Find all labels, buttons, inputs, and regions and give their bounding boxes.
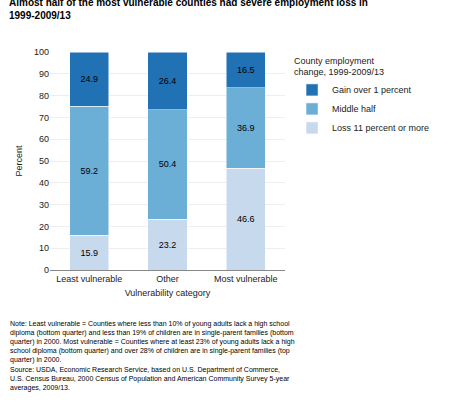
svg-text:50: 50 (39, 156, 49, 166)
svg-text:Percent: Percent (14, 145, 24, 177)
svg-text:100: 100 (34, 47, 49, 57)
svg-text:County employmentchange, 1999-: County employmentchange, 1999-2009/13 (294, 56, 384, 78)
svg-text:16.5: 16.5 (237, 65, 255, 75)
svg-text:60: 60 (39, 134, 49, 144)
svg-text:Almost half of the most vulner: Almost half of the most vulnerable count… (9, 0, 368, 21)
svg-text:Gain over 1 percent: Gain over 1 percent (332, 85, 412, 95)
svg-text:23.2: 23.2 (159, 240, 177, 250)
svg-text:Loss 11 percent or more: Loss 11 percent or more (332, 123, 429, 133)
svg-text:90: 90 (39, 69, 49, 79)
svg-text:50.4: 50.4 (159, 159, 177, 169)
svg-text:Other: Other (156, 274, 179, 284)
svg-text:Vulnerability category: Vulnerability category (125, 288, 211, 298)
svg-text:70: 70 (39, 113, 49, 123)
svg-text:40: 40 (39, 178, 49, 188)
svg-text:80: 80 (39, 91, 49, 101)
svg-text:Least vulnerable: Least vulnerable (56, 274, 122, 284)
svg-text:24.9: 24.9 (80, 74, 98, 84)
svg-text:20: 20 (39, 222, 49, 232)
svg-text:10: 10 (39, 243, 49, 253)
svg-text:Most vulnerable: Most vulnerable (214, 274, 278, 284)
svg-text:36.9: 36.9 (237, 123, 255, 133)
svg-text:46.6: 46.6 (237, 214, 255, 224)
svg-text:30: 30 (39, 200, 49, 210)
svg-text:15.9: 15.9 (80, 248, 98, 258)
svg-text:26.4: 26.4 (159, 76, 177, 86)
svg-text:59.2: 59.2 (80, 166, 98, 176)
svg-text:Middle half: Middle half (332, 104, 376, 114)
svg-text:Note: Least vulnerable = Count: Note: Least vulnerable = Counties where … (10, 320, 295, 392)
svg-text:0: 0 (44, 265, 49, 275)
